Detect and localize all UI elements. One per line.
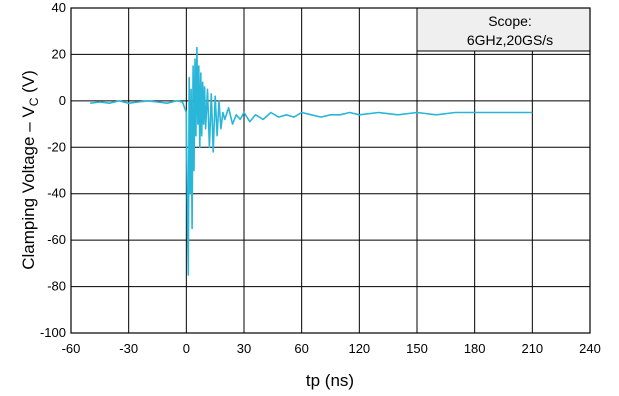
x-tick-label: -60 xyxy=(62,341,81,356)
x-tick-label: 120 xyxy=(348,341,370,356)
y-tick-label: 0 xyxy=(59,93,66,108)
y-axis-title-unit: (V) xyxy=(19,70,38,97)
series-line xyxy=(90,46,533,276)
annotation-box: Scope: 6GHz,20GS/s xyxy=(416,7,591,52)
x-tick-label: 210 xyxy=(521,341,543,356)
grid xyxy=(71,8,590,333)
x-tick-label: 0 xyxy=(183,341,190,356)
x-tick-label: 30 xyxy=(237,341,251,356)
y-tick-label: 40 xyxy=(52,0,66,15)
x-tick-label: 60 xyxy=(294,341,308,356)
y-tick-label: 20 xyxy=(52,46,66,61)
y-tick-label: -60 xyxy=(47,232,66,247)
x-tick-label: 150 xyxy=(406,341,428,356)
y-tick-labels: 40 20 0 -20 -40 -60 -80 -100 xyxy=(40,0,66,340)
series-layer xyxy=(90,46,533,276)
annotation-line-1: Scope: xyxy=(488,13,532,29)
y-tick-label: -100 xyxy=(40,325,66,340)
y-tick-label: -40 xyxy=(47,186,66,201)
plot-frame xyxy=(70,7,591,334)
annotation-line-2: 6GHz,20GS/s xyxy=(467,32,553,48)
y-tick-label: -20 xyxy=(47,139,66,154)
y-axis-title-main: Clamping Voltage – V xyxy=(19,106,38,270)
y-axis-title: Clamping Voltage – VC (V) xyxy=(19,70,41,270)
x-tick-label: 180 xyxy=(464,341,486,356)
y-tick-label: -80 xyxy=(47,279,66,294)
x-tick-label: -30 xyxy=(119,341,138,356)
x-axis-title: tp (ns) xyxy=(306,371,354,390)
x-tick-label: 240 xyxy=(579,341,601,356)
y-axis-title-subscript: C xyxy=(27,97,41,106)
x-tick-labels: -60 -30 0 30 60 120 150 180 210 240 xyxy=(62,341,601,356)
